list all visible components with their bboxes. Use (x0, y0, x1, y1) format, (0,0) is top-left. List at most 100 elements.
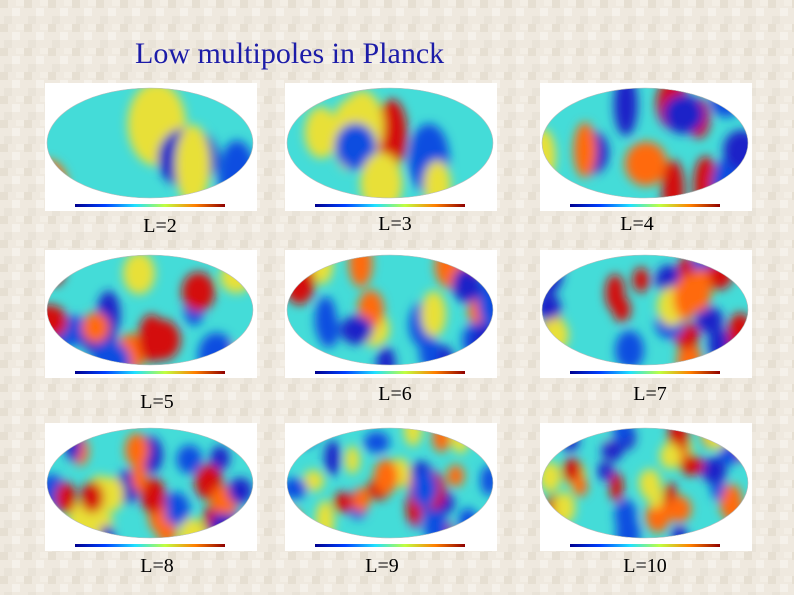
panel-label: L=9 (365, 555, 399, 577)
map-blob (624, 141, 668, 186)
map-blob (447, 464, 465, 487)
map-blob (615, 515, 640, 538)
map-outline (286, 254, 494, 366)
map-blob (344, 445, 360, 474)
map-blob (80, 481, 104, 513)
map-blob (723, 129, 748, 171)
map-blob (639, 468, 661, 501)
colorbar (75, 544, 225, 547)
panel-label: L=2 (143, 215, 177, 237)
map-blob (360, 152, 403, 198)
map-blob (157, 521, 177, 538)
map-blob (421, 290, 447, 338)
map-outline (286, 427, 494, 539)
colorbar (315, 204, 465, 207)
sky-map (540, 250, 752, 378)
panel-label: L=4 (620, 213, 654, 235)
map-blob (138, 314, 165, 363)
map-blob (123, 255, 156, 295)
map-blob (363, 431, 390, 453)
panel-label: L=10 (623, 555, 667, 577)
map-blob (609, 472, 624, 502)
map-blob (349, 255, 373, 287)
map-blob (314, 296, 337, 344)
map-blob (376, 99, 408, 170)
map-blob (175, 124, 211, 198)
map-blob (542, 293, 561, 321)
map-outline (541, 254, 749, 366)
map-blob (679, 455, 704, 476)
map-outline (541, 427, 749, 539)
map-blob (131, 458, 147, 493)
map-blob (140, 477, 166, 514)
map-blob (81, 312, 110, 343)
map-blob (334, 123, 377, 170)
map-outline (541, 87, 749, 199)
map-body (47, 428, 253, 538)
map-blob (667, 495, 692, 523)
colorbar (75, 371, 225, 374)
map-blob (645, 500, 671, 533)
map-blob (632, 267, 650, 293)
map-blob (373, 459, 399, 495)
map-blob (324, 440, 341, 476)
map-outline (46, 87, 254, 199)
map-blob (605, 274, 625, 312)
colorbar (75, 204, 225, 207)
sky-map (285, 250, 497, 378)
map-blob (161, 492, 190, 526)
map-body (542, 428, 748, 538)
panel-label: L=3 (378, 213, 412, 235)
map-outline (46, 427, 254, 539)
sky-map (540, 423, 752, 551)
colorbar (315, 371, 465, 374)
map-blob (615, 330, 644, 365)
panel-label: L=5 (140, 391, 174, 413)
map-blob (659, 443, 682, 470)
map-blob (125, 433, 150, 467)
map-blob (562, 458, 582, 483)
map-blob (376, 346, 396, 365)
map-blob (228, 477, 253, 504)
map-blob (176, 444, 203, 474)
map-blob (597, 460, 614, 481)
sky-map (45, 250, 257, 378)
map-blob (701, 457, 727, 484)
map-blob (210, 445, 230, 471)
map-blob (480, 465, 493, 496)
map-body (47, 88, 253, 198)
map-outline (46, 254, 254, 366)
map-blob (662, 159, 685, 198)
sky-map (285, 423, 497, 551)
map-blob (655, 265, 681, 295)
map-blob (477, 279, 493, 328)
colorbar (570, 544, 720, 547)
panel-label: L=8 (140, 555, 174, 577)
map-blob (181, 272, 215, 312)
map-blob (411, 469, 438, 508)
colorbar (570, 371, 720, 374)
map-blob (302, 470, 325, 492)
map-blob (573, 122, 597, 178)
map-blob (304, 106, 338, 159)
slide-title: Low multipoles in Planck (135, 37, 444, 70)
map-body (542, 88, 748, 198)
map-blob (601, 439, 624, 462)
map-blob (340, 315, 373, 345)
colorbar (315, 544, 465, 547)
sky-map (285, 83, 497, 211)
sky-map (45, 83, 257, 211)
sky-map (540, 83, 752, 211)
map-blob (689, 268, 712, 312)
map-body (287, 88, 493, 198)
map-blob (663, 94, 705, 134)
panel-label: L=6 (378, 383, 412, 405)
map-blob (695, 306, 724, 334)
map-blob (352, 487, 371, 513)
map-blob (572, 476, 588, 497)
map-blob (430, 511, 448, 538)
colorbar (570, 204, 720, 207)
map-blob (100, 476, 124, 512)
map-outline (286, 87, 494, 199)
